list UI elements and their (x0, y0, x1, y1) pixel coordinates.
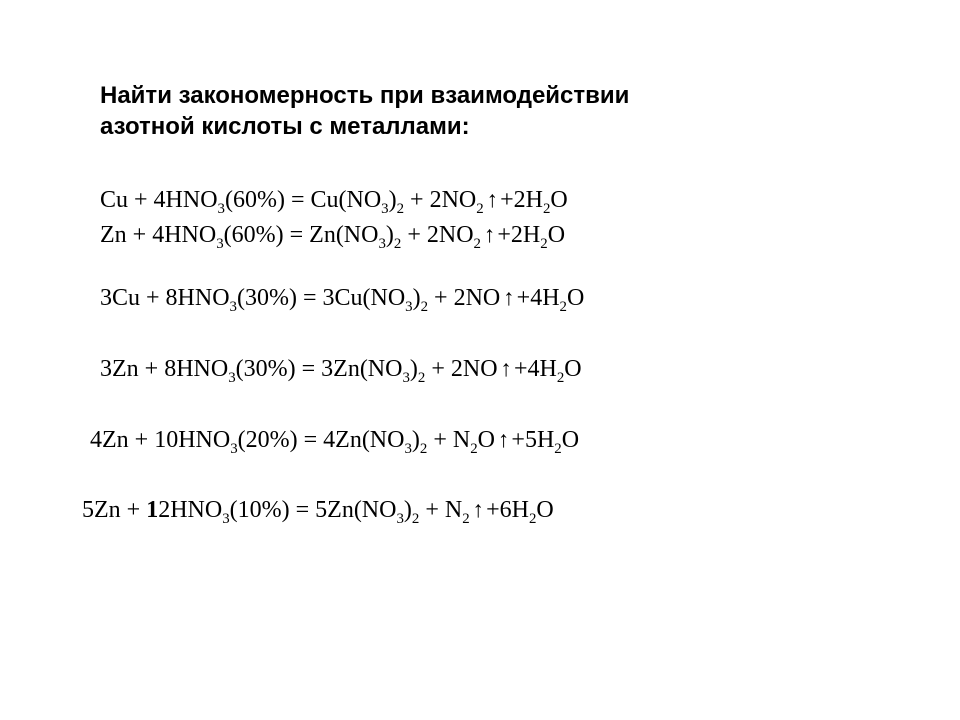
equation-row: 4Zn + 10HNO3(20%) = 4Zn(NO3)2 + N2O↑+5H2… (90, 426, 900, 455)
equation-row: 3Zn + 8HNO3(30%) = 3Zn(NO3)2 + 2NO↑+4H2O (100, 355, 900, 384)
equation-row: Cu + 4HNO3(60%) = Cu(NO3)2 + 2NO2↑+2H2O (100, 186, 900, 215)
gas-arrow-icon: ↑ (503, 284, 514, 311)
gas-arrow-icon: ↑ (501, 355, 512, 382)
equation-row: 5Zn + 12HNO3(10%) = 5Zn(NO3)2 + N2↑+6H2O (82, 496, 900, 525)
equation-row: Zn + 4HNO3(60%) = Zn(NO3)2 + 2NO2↑+2H2O (100, 221, 900, 250)
equation-list: Cu + 4HNO3(60%) = Cu(NO3)2 + 2NO2↑+2H2O … (100, 186, 900, 525)
slide-title: Найти закономерность при взаимодействии … (100, 80, 900, 142)
gas-arrow-icon: ↑ (487, 186, 498, 213)
title-line-2: азотной кислоты с металлами: (100, 113, 470, 140)
equation-row: 3Cu + 8HNO3(30%) = 3Cu(NO3)2 + 2NO↑+4H2O (100, 284, 900, 313)
gas-arrow-icon: ↑ (498, 426, 509, 453)
gas-arrow-icon: ↑ (473, 496, 484, 523)
gas-arrow-icon: ↑ (484, 221, 495, 248)
slide-page: Найти закономерность при взаимодействии … (0, 0, 960, 720)
title-line-1: Найти закономерность при взаимодействии (100, 82, 629, 109)
